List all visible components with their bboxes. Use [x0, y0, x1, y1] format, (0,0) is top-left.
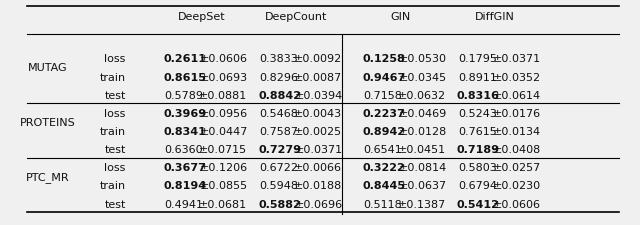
Text: DeepCount: DeepCount [265, 12, 328, 22]
Text: 0.2237: 0.2237 [363, 109, 405, 119]
Text: 0.5412: 0.5412 [457, 200, 500, 209]
Text: 0.5118: 0.5118 [364, 200, 403, 209]
Text: MUTAG: MUTAG [28, 63, 67, 73]
Text: ±0.0257: ±0.0257 [492, 163, 541, 173]
Text: ±0.0696: ±0.0696 [294, 200, 342, 209]
Text: 0.7189: 0.7189 [457, 145, 500, 155]
Text: test: test [104, 200, 125, 209]
Text: test: test [104, 91, 125, 101]
Text: train: train [100, 127, 125, 137]
Text: 0.8316: 0.8316 [457, 91, 500, 101]
Text: 0.3222: 0.3222 [363, 163, 405, 173]
Text: ±0.0632: ±0.0632 [398, 91, 446, 101]
Text: 0.6360: 0.6360 [164, 145, 204, 155]
Text: 0.4941: 0.4941 [164, 200, 204, 209]
Text: 0.8911: 0.8911 [458, 72, 497, 83]
Text: 0.8842: 0.8842 [258, 91, 301, 101]
Text: GIN: GIN [391, 12, 411, 22]
Text: 0.1258: 0.1258 [363, 54, 405, 64]
Text: ±0.0469: ±0.0469 [399, 109, 447, 119]
Text: ±0.0128: ±0.0128 [399, 127, 447, 137]
Text: 0.5789: 0.5789 [164, 91, 204, 101]
Text: ±0.0881: ±0.0881 [199, 91, 248, 101]
Text: PROTEINS: PROTEINS [19, 118, 75, 128]
Text: test: test [104, 145, 125, 155]
Text: ±0.0715: ±0.0715 [199, 145, 248, 155]
Text: ±0.0092: ±0.0092 [294, 54, 342, 64]
Text: loss: loss [104, 109, 125, 119]
Text: 0.3833: 0.3833 [259, 54, 298, 64]
Text: ±0.0352: ±0.0352 [492, 72, 541, 83]
Text: 0.5948: 0.5948 [259, 181, 298, 191]
Text: train: train [100, 181, 125, 191]
Text: ±0.0447: ±0.0447 [200, 127, 248, 137]
Text: ±0.0814: ±0.0814 [399, 163, 447, 173]
Text: 0.9467: 0.9467 [363, 72, 406, 83]
Text: 0.8194: 0.8194 [164, 181, 207, 191]
Text: ±0.0188: ±0.0188 [294, 181, 342, 191]
Text: 0.8341: 0.8341 [164, 127, 207, 137]
Text: ±0.0025: ±0.0025 [294, 127, 342, 137]
Text: train: train [100, 72, 125, 83]
Text: ±0.0451: ±0.0451 [398, 145, 446, 155]
Text: 0.7615: 0.7615 [458, 127, 497, 137]
Text: ±0.0394: ±0.0394 [294, 91, 342, 101]
Text: 0.6541: 0.6541 [364, 145, 403, 155]
Text: ±0.1206: ±0.1206 [200, 163, 248, 173]
Text: ±0.0606: ±0.0606 [493, 200, 541, 209]
Text: 0.5882: 0.5882 [258, 200, 301, 209]
Text: loss: loss [104, 163, 125, 173]
Text: 0.3677: 0.3677 [164, 163, 207, 173]
Text: loss: loss [104, 54, 125, 64]
Text: 0.8296: 0.8296 [259, 72, 298, 83]
Text: ±0.0134: ±0.0134 [492, 127, 541, 137]
Text: 0.7158: 0.7158 [364, 91, 403, 101]
Text: 0.1795: 0.1795 [458, 54, 497, 64]
Text: ±0.0637: ±0.0637 [399, 181, 447, 191]
Text: ±0.0408: ±0.0408 [493, 145, 541, 155]
Text: ±0.0371: ±0.0371 [294, 145, 342, 155]
Text: ±0.0855: ±0.0855 [200, 181, 248, 191]
Text: 0.7279: 0.7279 [258, 145, 301, 155]
Text: ±0.0956: ±0.0956 [200, 109, 248, 119]
Text: 0.5243: 0.5243 [458, 109, 497, 119]
Text: DeepSet: DeepSet [179, 12, 226, 22]
Text: 0.5803: 0.5803 [458, 163, 497, 173]
Text: ±0.0693: ±0.0693 [200, 72, 248, 83]
Text: ±0.0230: ±0.0230 [492, 181, 541, 191]
Text: ±0.0530: ±0.0530 [399, 54, 447, 64]
Text: 0.8942: 0.8942 [363, 127, 406, 137]
Text: 0.6794: 0.6794 [458, 181, 497, 191]
Text: ±0.0043: ±0.0043 [294, 109, 342, 119]
Text: ±0.0606: ±0.0606 [200, 54, 248, 64]
Text: ±0.0087: ±0.0087 [294, 72, 342, 83]
Text: ±0.1387: ±0.1387 [398, 200, 446, 209]
Text: PTC_MR: PTC_MR [26, 172, 69, 183]
Text: ±0.0371: ±0.0371 [492, 54, 541, 64]
Text: ±0.0176: ±0.0176 [492, 109, 541, 119]
Text: 0.7587: 0.7587 [259, 127, 298, 137]
Text: 0.6722: 0.6722 [259, 163, 298, 173]
Text: 0.8445: 0.8445 [363, 181, 406, 191]
Text: ±0.0066: ±0.0066 [294, 163, 342, 173]
Text: 0.8615: 0.8615 [164, 72, 207, 83]
Text: 0.5468: 0.5468 [259, 109, 298, 119]
Text: ±0.0614: ±0.0614 [493, 91, 541, 101]
Text: 0.2611: 0.2611 [164, 54, 207, 64]
Text: ±0.0345: ±0.0345 [399, 72, 447, 83]
Text: DiffGIN: DiffGIN [476, 12, 515, 22]
Text: 0.3969: 0.3969 [164, 109, 207, 119]
Text: ±0.0681: ±0.0681 [199, 200, 248, 209]
